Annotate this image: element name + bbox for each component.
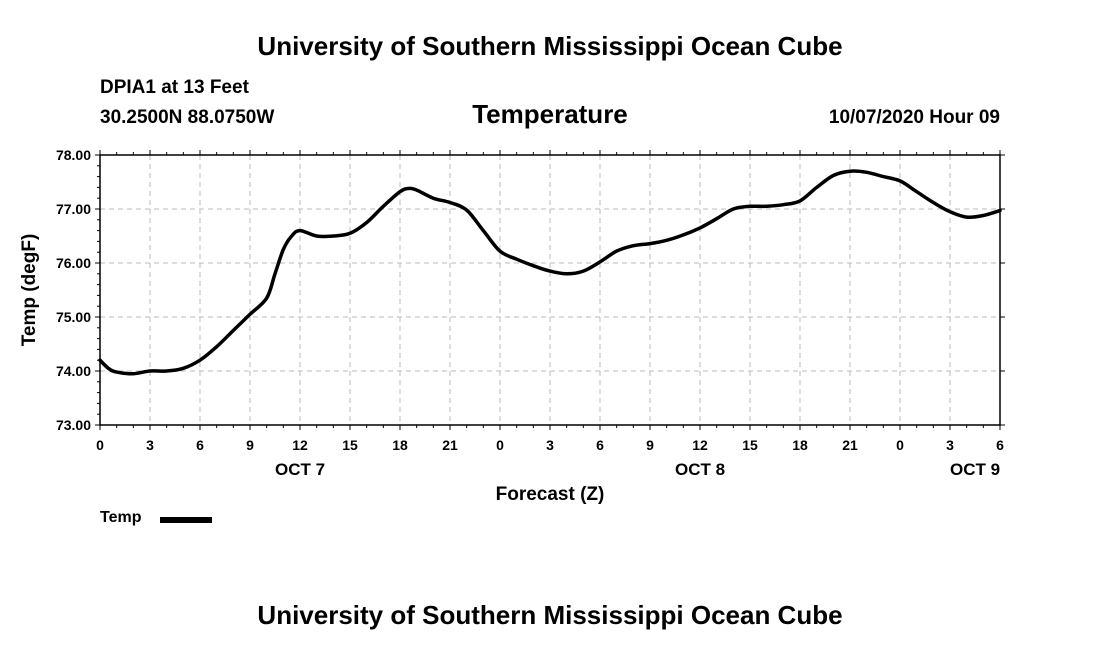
y-tick-label: 78.00: [56, 147, 91, 163]
x-tick-label: 0: [496, 437, 504, 453]
x-tick-label: 9: [646, 437, 654, 453]
legend-label: Temp: [100, 509, 142, 526]
coordinates-label: 30.2500N 88.0750W: [100, 107, 275, 128]
day-label: OCT 8: [675, 460, 725, 479]
x-axis-title: Forecast (Z): [496, 484, 605, 505]
x-tick-label: 21: [842, 437, 858, 453]
x-tick-label: 12: [692, 437, 708, 453]
x-tick-label: 0: [96, 437, 104, 453]
x-tick-label: 3: [546, 437, 554, 453]
y-tick-label: 76.00: [56, 255, 91, 271]
footer-title: University of Southern Mississippi Ocean…: [257, 600, 843, 630]
day-label: OCT 7: [275, 460, 325, 479]
y-tick-label: 77.00: [56, 201, 91, 217]
x-tick-label: 21: [442, 437, 458, 453]
x-tick-label: 15: [342, 437, 358, 453]
datetime-label: 10/07/2020 Hour 09: [828, 107, 1000, 128]
x-tick-label: 6: [596, 437, 604, 453]
legend-swatch: [160, 517, 212, 523]
day-label: OCT 9: [950, 460, 1000, 479]
x-tick-label: 9: [246, 437, 254, 453]
x-tick-label: 0: [896, 437, 904, 453]
station-label: DPIA1 at 13 Feet: [100, 77, 249, 98]
x-tick-label: 18: [792, 437, 808, 453]
y-tick-label: 73.00: [56, 417, 91, 433]
y-tick-label: 75.00: [56, 309, 91, 325]
header-title: University of Southern Mississippi Ocean…: [257, 31, 843, 61]
x-tick-label: 6: [196, 437, 204, 453]
y-tick-label: 74.00: [56, 363, 91, 379]
x-tick-label: 6: [996, 437, 1004, 453]
variable-title: Temperature: [472, 99, 628, 129]
x-tick-label: 18: [392, 437, 408, 453]
temp-series-line: [98, 169, 1002, 376]
x-tick-label: 3: [146, 437, 154, 453]
x-tick-label: 15: [742, 437, 758, 453]
x-tick-label: 12: [292, 437, 308, 453]
y-axis-title: Temp (degF): [19, 234, 40, 347]
x-tick-label: 3: [946, 437, 954, 453]
